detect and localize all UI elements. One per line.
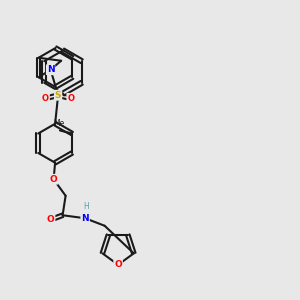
Text: O: O bbox=[42, 94, 49, 103]
Text: N: N bbox=[47, 65, 54, 74]
Text: O: O bbox=[47, 215, 55, 224]
Text: H: H bbox=[83, 202, 88, 211]
Text: N: N bbox=[81, 214, 89, 223]
Text: S: S bbox=[55, 91, 62, 100]
Text: Me: Me bbox=[53, 119, 64, 128]
Text: O: O bbox=[114, 260, 122, 269]
Text: O: O bbox=[50, 175, 58, 184]
Text: O: O bbox=[67, 94, 74, 103]
